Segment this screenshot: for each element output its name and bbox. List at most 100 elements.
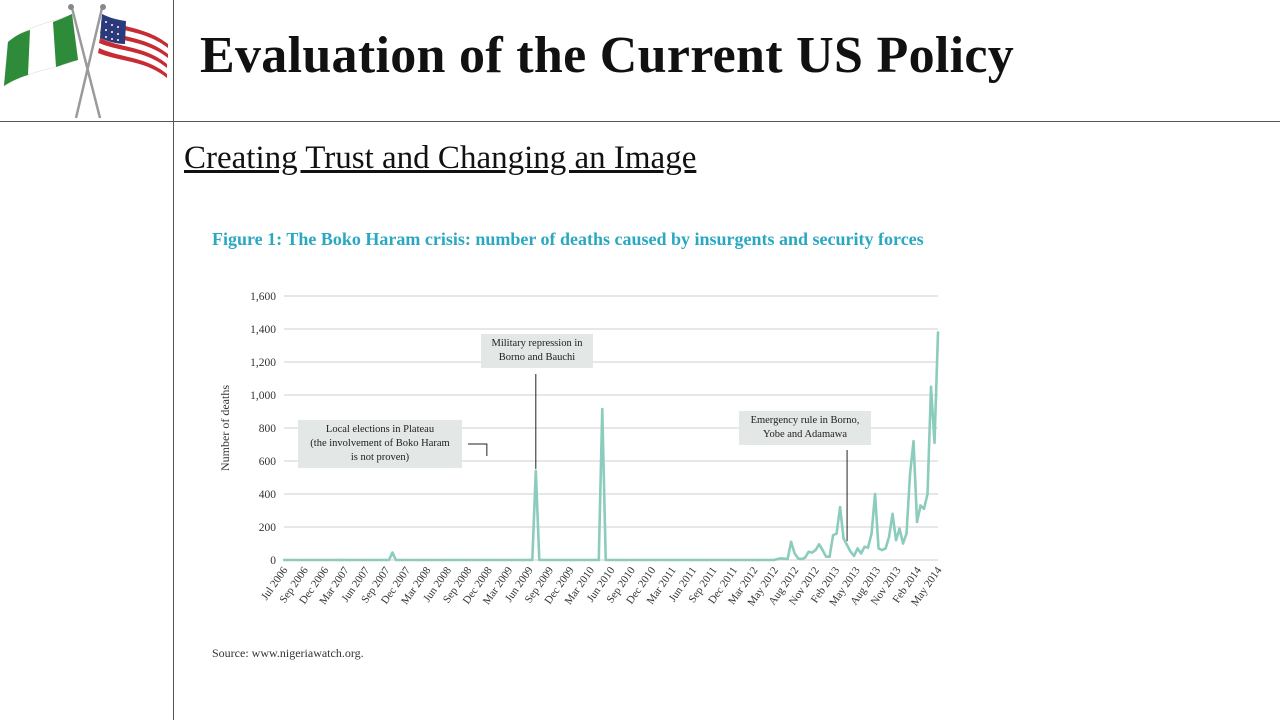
- data-point: [936, 331, 940, 334]
- data-point: [625, 558, 628, 562]
- annotation-leader: [468, 443, 488, 456]
- data-point: [643, 558, 646, 562]
- data-point: [457, 558, 461, 562]
- y-tick-label: 600: [259, 456, 277, 468]
- data-point: [604, 558, 607, 562]
- data-point: [803, 556, 807, 559]
- data-point: [286, 558, 289, 562]
- data-point: [677, 558, 681, 562]
- data-point: [293, 558, 296, 562]
- data-point: [499, 558, 503, 562]
- data-point: [387, 558, 391, 562]
- data-point: [433, 558, 436, 562]
- data-point: [712, 558, 716, 562]
- data-point: [587, 558, 590, 562]
- data-point: [646, 558, 649, 562]
- data-point: [296, 558, 300, 562]
- data-point: [814, 548, 817, 552]
- data-point: [912, 440, 915, 443]
- data-point: [859, 552, 863, 555]
- data-point: [282, 558, 286, 562]
- data-point: [454, 558, 457, 562]
- data-point: [751, 558, 754, 562]
- y-tick-label: 200: [259, 522, 277, 534]
- annotation-emergency-rule: Emergency rule in Borno, Yobe and Adamaw…: [739, 411, 871, 445]
- data-point: [352, 558, 356, 562]
- data-point: [901, 542, 905, 545]
- flag-pole-left: [70, 7, 102, 119]
- data-point: [782, 557, 786, 560]
- data-point: [489, 558, 492, 562]
- data-point: [328, 558, 331, 562]
- data-point: [412, 558, 415, 562]
- data-point: [852, 554, 856, 558]
- data-point: [370, 558, 373, 562]
- data-point: [506, 558, 510, 562]
- data-point: [845, 543, 849, 547]
- data-point: [702, 558, 705, 562]
- data-point: [719, 558, 723, 562]
- data-point: [657, 558, 660, 562]
- annotation-line: Borno and Bauchi: [498, 352, 576, 363]
- annotation-local-elections: Local elections in Plateau (the involvem…: [298, 420, 462, 468]
- data-point: [856, 547, 859, 550]
- annotation-line: Yobe and Adamawa: [762, 429, 848, 440]
- data-point: [426, 558, 429, 562]
- data-point: [779, 557, 782, 560]
- figure-source: Source: www.nigeriawatch.org.: [212, 646, 364, 660]
- data-point: [517, 558, 520, 562]
- data-point: [632, 558, 635, 562]
- data-point: [880, 548, 884, 552]
- data-point: [601, 407, 604, 411]
- data-point: [440, 558, 443, 562]
- data-point: [594, 558, 597, 562]
- data-point: [583, 558, 586, 562]
- data-point: [510, 558, 513, 562]
- y-tick-label: 1,200: [250, 357, 276, 369]
- data-point: [765, 558, 768, 562]
- data-point: [650, 558, 653, 562]
- data-point: [842, 537, 845, 540]
- data-point: [527, 558, 531, 562]
- data-point: [608, 558, 611, 562]
- data-point: [922, 507, 926, 511]
- data-point: [810, 551, 814, 554]
- data-point: [513, 558, 517, 562]
- data-point: [384, 558, 387, 562]
- data-point: [338, 558, 342, 562]
- data-point: [926, 492, 929, 496]
- data-point: [800, 557, 803, 561]
- data-point: [817, 543, 821, 546]
- data-point: [629, 558, 632, 562]
- data-point: [821, 548, 824, 552]
- y-tick-label: 1,600: [250, 291, 276, 303]
- y-axis-label: Number of deaths: [218, 385, 232, 471]
- data-point: [408, 558, 412, 562]
- data-point: [660, 558, 663, 562]
- data-point: [289, 558, 293, 562]
- data-point: [915, 520, 919, 524]
- data-point: [300, 558, 303, 562]
- data-point: [744, 558, 747, 562]
- data-point: [398, 558, 401, 562]
- data-point: [471, 558, 475, 562]
- y-tick-label: 400: [259, 489, 277, 501]
- header-divider: [0, 121, 1280, 122]
- y-tick-label: 0: [270, 555, 276, 567]
- data-point: [674, 558, 677, 562]
- vertical-divider: [173, 0, 174, 720]
- data-point: [618, 558, 621, 562]
- data-point: [639, 558, 642, 562]
- data-point: [636, 558, 639, 562]
- data-point: [482, 558, 485, 562]
- data-point: [824, 555, 828, 558]
- flag-pole-right: [74, 7, 104, 119]
- annotation-line: is not proven): [350, 452, 410, 463]
- slide-title: Evaluation of the Current US Policy: [200, 27, 1015, 84]
- data-point: [331, 558, 335, 562]
- data-point: [716, 558, 719, 562]
- data-point: [359, 558, 363, 562]
- data-point: [496, 558, 499, 562]
- data-point: [492, 558, 496, 562]
- data-point: [831, 534, 835, 537]
